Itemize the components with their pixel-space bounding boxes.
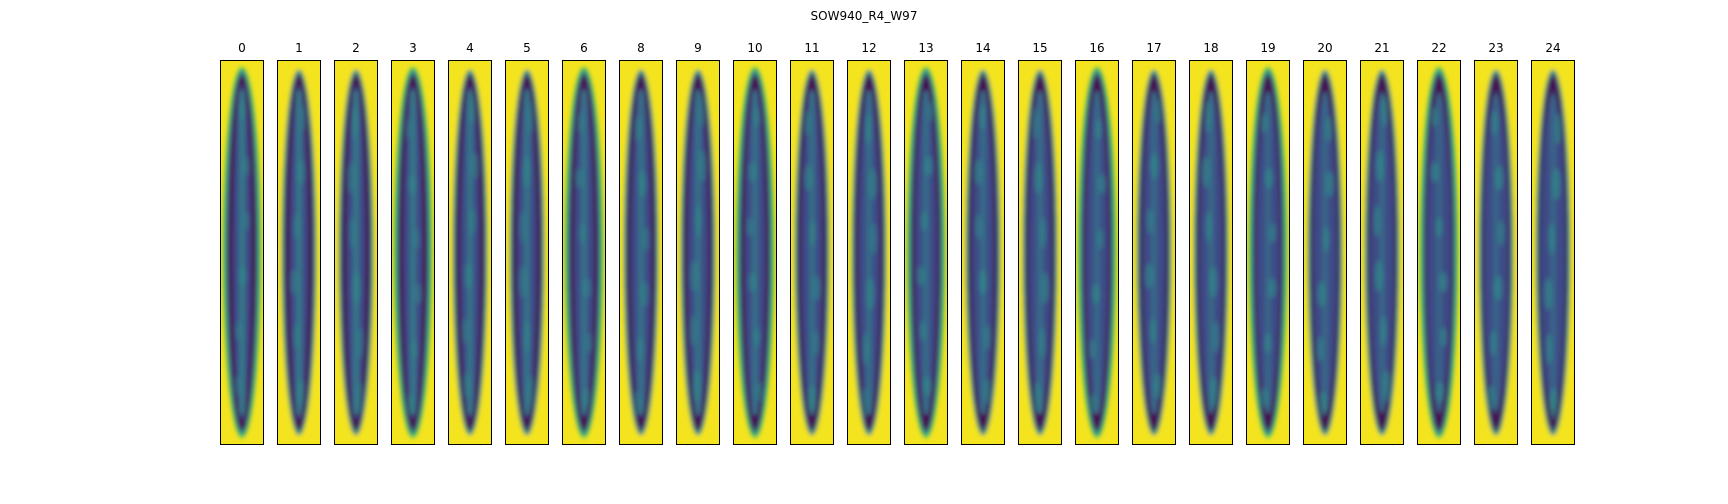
image-panel: 1	[277, 0, 321, 504]
image-panel: 23	[1474, 0, 1518, 504]
panel-label: 17	[1146, 41, 1162, 55]
panel-label: 8	[637, 41, 645, 55]
panel-label: 16	[1089, 41, 1105, 55]
cell-image	[1417, 60, 1461, 445]
cell-image	[1075, 60, 1119, 445]
cell-image	[1018, 60, 1062, 445]
panel-label: 0	[238, 41, 246, 55]
panel-label: 22	[1431, 41, 1447, 55]
cell-image	[1303, 60, 1347, 445]
panel-label: 15	[1032, 41, 1048, 55]
panel-label: 2	[352, 41, 360, 55]
cell-image	[1189, 60, 1233, 445]
cell-image	[790, 60, 834, 445]
cell-image	[448, 60, 492, 445]
image-panel: 17	[1132, 0, 1176, 504]
image-panel: 19	[1246, 0, 1290, 504]
image-panel: 18	[1189, 0, 1233, 504]
cell-image	[1531, 60, 1575, 445]
image-panel: 22	[1417, 0, 1461, 504]
image-panel: 24	[1531, 0, 1575, 504]
cell-image	[961, 60, 1005, 445]
image-panel: 12	[847, 0, 891, 504]
cell-image	[391, 60, 435, 445]
image-panel: 8	[619, 0, 663, 504]
image-panel: 9	[676, 0, 720, 504]
cell-image	[733, 60, 777, 445]
panel-label: 20	[1317, 41, 1333, 55]
image-panel: 6	[562, 0, 606, 504]
image-panel: 20	[1303, 0, 1347, 504]
panel-label: 10	[747, 41, 763, 55]
panel-label: 9	[694, 41, 702, 55]
cell-image	[619, 60, 663, 445]
image-panel: 14	[961, 0, 1005, 504]
cell-image	[1246, 60, 1290, 445]
panel-label: 14	[975, 41, 991, 55]
cell-image	[334, 60, 378, 445]
image-panel: 2	[334, 0, 378, 504]
image-panel: 0	[220, 0, 264, 504]
panel-label: 23	[1488, 41, 1504, 55]
image-panel: 3	[391, 0, 435, 504]
image-panel: 11	[790, 0, 834, 504]
cell-image	[277, 60, 321, 445]
panel-label: 6	[580, 41, 588, 55]
image-panel: 15	[1018, 0, 1062, 504]
image-panel: 10	[733, 0, 777, 504]
panel-label: 18	[1203, 41, 1219, 55]
figure-title: SOW940_R4_W97	[810, 9, 918, 23]
panel-label: 19	[1260, 41, 1276, 55]
cell-image	[562, 60, 606, 445]
image-panel: 21	[1360, 0, 1404, 504]
cell-image	[847, 60, 891, 445]
cell-image	[1132, 60, 1176, 445]
image-panel: 4	[448, 0, 492, 504]
image-panel: 5	[505, 0, 549, 504]
cell-image	[676, 60, 720, 445]
image-panel: 16	[1075, 0, 1119, 504]
panel-label: 4	[466, 41, 474, 55]
cell-image	[505, 60, 549, 445]
cell-image	[220, 60, 264, 445]
cell-image	[904, 60, 948, 445]
panel-label: 24	[1545, 41, 1561, 55]
image-panel: 13	[904, 0, 948, 504]
panel-label: 3	[409, 41, 417, 55]
panel-label: 13	[918, 41, 934, 55]
panel-label: 21	[1374, 41, 1390, 55]
panel-label: 5	[523, 41, 531, 55]
panel-label: 11	[804, 41, 820, 55]
cell-image	[1474, 60, 1518, 445]
panel-label: 12	[861, 41, 877, 55]
panel-label: 1	[295, 41, 303, 55]
cell-image	[1360, 60, 1404, 445]
